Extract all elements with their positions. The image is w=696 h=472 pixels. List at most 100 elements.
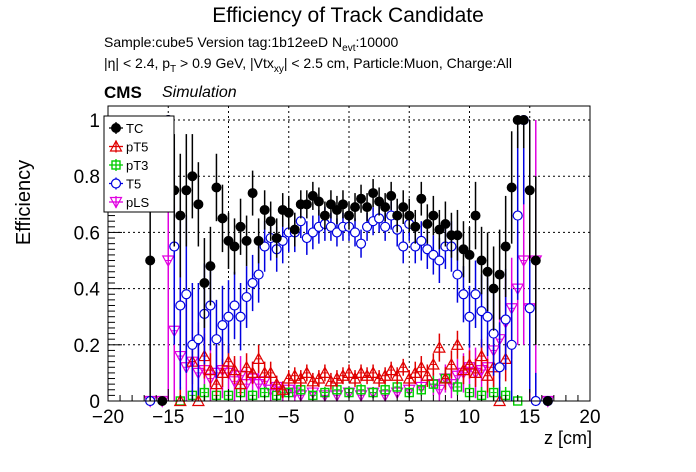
data-point bbox=[203, 363, 217, 376]
y-tick-label: 0.8 bbox=[74, 167, 100, 188]
data-point bbox=[462, 357, 477, 370]
data-point bbox=[354, 366, 368, 379]
data-point bbox=[450, 370, 464, 383]
data-point bbox=[264, 384, 278, 397]
data-point bbox=[482, 311, 493, 322]
data-point bbox=[374, 196, 385, 207]
data-point bbox=[482, 266, 493, 277]
data-point bbox=[392, 210, 403, 221]
x-axis-label: z [cm] bbox=[544, 428, 592, 448]
data-point bbox=[524, 303, 535, 314]
x-tick-label: 10 bbox=[459, 407, 480, 428]
cuts-part-1: |η| < 2.4, p bbox=[104, 55, 171, 71]
x-tick-label: 20 bbox=[579, 407, 600, 428]
data-point bbox=[402, 371, 416, 384]
data-point bbox=[356, 193, 367, 204]
data-point bbox=[444, 357, 458, 370]
x-tick-label: −20 bbox=[92, 407, 124, 428]
data-point bbox=[181, 185, 192, 196]
data-point bbox=[356, 385, 366, 395]
data-point bbox=[396, 360, 410, 373]
data-point bbox=[294, 371, 308, 384]
data-point bbox=[506, 182, 517, 193]
data-point bbox=[145, 255, 156, 266]
data-point bbox=[380, 221, 391, 232]
data-point bbox=[444, 379, 458, 391]
data-point bbox=[271, 233, 282, 244]
selection-cuts-line: |η| < 2.4, pT > 0.9 GeV, |Vtxxy| < 2.5 c… bbox=[104, 55, 512, 75]
data-point bbox=[211, 334, 222, 345]
legend-label-T5: T5 bbox=[126, 177, 141, 192]
x-tick-label: 5 bbox=[404, 407, 415, 428]
data-point bbox=[221, 354, 236, 367]
data-point bbox=[366, 366, 380, 379]
data-point bbox=[500, 241, 511, 252]
data-point bbox=[458, 244, 469, 255]
data-point bbox=[355, 238, 367, 249]
series-TC bbox=[145, 115, 553, 406]
data-point bbox=[199, 278, 210, 288]
data-point bbox=[422, 219, 433, 229]
sample-info-line: Sample:cube5 Version tag:1b12eeD Nevt:10… bbox=[104, 34, 398, 54]
y-tick-label: 0.2 bbox=[74, 336, 100, 357]
legend-label-TC: TC bbox=[126, 121, 143, 136]
data-point bbox=[161, 255, 175, 268]
data-point bbox=[368, 188, 379, 199]
x-tick-label: −10 bbox=[212, 407, 244, 428]
data-point bbox=[252, 379, 266, 391]
cuts-subscript-t: T bbox=[170, 63, 177, 75]
legend-marker bbox=[110, 178, 122, 189]
data-point bbox=[386, 190, 397, 201]
data-point bbox=[253, 235, 264, 246]
data-point bbox=[234, 370, 248, 383]
sample-info-tail: :10000 bbox=[355, 34, 399, 50]
data-point bbox=[372, 371, 386, 384]
data-point bbox=[264, 366, 278, 379]
data-point bbox=[301, 199, 312, 210]
data-point bbox=[175, 300, 186, 311]
data-point bbox=[481, 368, 495, 381]
data-point bbox=[416, 193, 427, 204]
data-point bbox=[337, 199, 348, 210]
data-point bbox=[193, 334, 204, 345]
data-point bbox=[398, 241, 409, 252]
data-point bbox=[432, 384, 446, 397]
data-point bbox=[235, 221, 246, 232]
data-point bbox=[193, 199, 204, 210]
data-point bbox=[215, 366, 229, 379]
data-point bbox=[229, 300, 240, 311]
data-point bbox=[325, 199, 336, 210]
data-point bbox=[506, 339, 517, 350]
sample-info-text: Sample:cube5 Version tag:1b12eeD N bbox=[104, 34, 343, 50]
data-point bbox=[518, 115, 529, 126]
data-point bbox=[398, 202, 409, 213]
data-point bbox=[265, 216, 276, 227]
data-point bbox=[420, 368, 434, 381]
data-point bbox=[469, 366, 483, 379]
data-point bbox=[330, 371, 344, 384]
data-point bbox=[432, 340, 446, 353]
data-point bbox=[223, 311, 234, 322]
data-point bbox=[283, 207, 294, 218]
data-point bbox=[464, 311, 475, 322]
legend: TC pT5 pT3 T5 pLS bbox=[103, 115, 175, 213]
data-point bbox=[530, 255, 541, 266]
data-point bbox=[517, 255, 531, 268]
data-point bbox=[414, 360, 428, 373]
data-point bbox=[259, 204, 270, 215]
data-point bbox=[253, 269, 264, 280]
data-point bbox=[241, 291, 252, 303]
data-point bbox=[289, 224, 300, 235]
data-point bbox=[475, 349, 489, 362]
data-point bbox=[342, 366, 356, 379]
x-tick-label: −5 bbox=[278, 407, 300, 428]
data-point bbox=[350, 202, 361, 213]
y-tick-label: 0 bbox=[89, 392, 100, 413]
data-point bbox=[247, 188, 258, 199]
legend-marker bbox=[111, 123, 121, 133]
data-point bbox=[223, 235, 234, 246]
data-point bbox=[259, 241, 270, 252]
data-point bbox=[349, 227, 361, 238]
data-point bbox=[252, 352, 266, 364]
